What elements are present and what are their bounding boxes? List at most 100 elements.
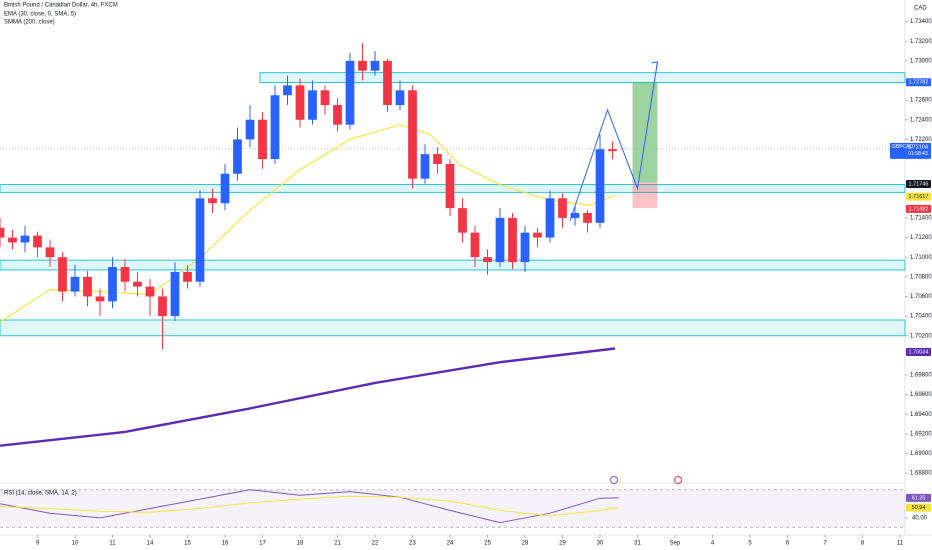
candle-body <box>0 227 5 238</box>
x-tick-label: 28 <box>522 541 529 547</box>
projection-arrow <box>651 61 659 68</box>
x-tick-label: 4 <box>711 541 715 547</box>
y-tick-label: 1.69000 <box>910 451 932 457</box>
indicator-label: SMMA (200, close) <box>4 20 55 26</box>
candle-body <box>595 149 605 223</box>
candle-body <box>345 60 355 125</box>
candle-body <box>258 119 267 160</box>
x-tick-label: 25 <box>484 541 491 547</box>
zone <box>259 72 906 83</box>
candle-body <box>58 257 67 292</box>
y-tick-label: 1.71400 <box>910 216 932 222</box>
x-tick-label: 18 <box>297 541 304 547</box>
x-tick-label: 30 <box>597 541 604 547</box>
candle-body <box>33 235 42 248</box>
y-tick-label: 1.70600 <box>910 294 932 300</box>
event-icon[interactable] <box>610 476 618 484</box>
y-tick-label: 1.69400 <box>910 412 932 418</box>
price-tag-label: 1.70034 <box>909 349 929 355</box>
candle-body <box>308 90 317 120</box>
candle-body <box>395 90 405 106</box>
y-tick-label: 1.69600 <box>910 392 932 398</box>
x-tick-label: 17 <box>259 541 266 547</box>
candle-body <box>408 90 417 179</box>
rsi-tag <box>906 493 931 502</box>
candle-body <box>170 271 180 317</box>
indicator-label: EMA (30, close, 0, SMA, 5) <box>4 12 76 18</box>
y-tick-label: 1.71200 <box>910 235 932 241</box>
candle-body <box>270 95 280 160</box>
x-tick-label: 7 <box>823 541 827 547</box>
x-tick-label: 21 <box>334 541 341 547</box>
candle-body <box>283 85 292 96</box>
x-tick-label: 8 <box>861 541 865 547</box>
x-tick-label: 24 <box>447 541 454 547</box>
countdown-label: 01:58:43 <box>908 151 928 157</box>
rsi-tag-label: 61.25 <box>912 495 926 501</box>
candle-body <box>495 217 505 263</box>
candle-body <box>245 119 255 140</box>
candle-body <box>470 232 480 258</box>
price-tag <box>906 78 931 87</box>
candle-body <box>158 296 167 317</box>
candle-body <box>8 237 17 243</box>
rsi-band <box>0 489 905 528</box>
candle-body <box>508 217 517 263</box>
candle-body <box>120 267 130 282</box>
x-tick-label: 10 <box>72 541 79 547</box>
candle-body <box>220 173 230 204</box>
price-tag <box>906 348 931 357</box>
price-tag-label: 1.71492 <box>909 206 929 212</box>
current-price-tag <box>890 142 931 159</box>
x-tick-label: 15 <box>184 541 191 547</box>
candle-body <box>70 276 80 292</box>
x-tick-label: 11 <box>109 541 116 547</box>
y-tick-label: 1.72200 <box>910 137 932 143</box>
x-tick-label: 5 <box>748 541 752 547</box>
y-tick-label: 1.70400 <box>910 314 932 320</box>
candle-body <box>295 85 305 120</box>
rsi-tag <box>906 503 931 512</box>
price-tag-label: 1.71617 <box>909 194 929 200</box>
candle-body <box>608 149 617 152</box>
projection-path <box>569 61 658 222</box>
rsi-tick-label: 40.00 <box>912 515 928 521</box>
x-tick-label: 6 <box>786 541 790 547</box>
y-tick-label: 1.73000 <box>910 58 932 64</box>
zone <box>0 259 906 271</box>
x-tick-label: 11 <box>897 541 904 547</box>
candle-body <box>195 198 205 282</box>
candle-body <box>83 276 92 297</box>
x-tick-label: 23 <box>409 541 416 547</box>
current-price-label: 1.72104 <box>908 144 928 150</box>
profit-zone <box>632 82 658 183</box>
y-tick-label: 1.73200 <box>910 39 932 45</box>
indicator-line <box>0 347 616 447</box>
price-tag <box>906 192 931 201</box>
candle-body <box>483 257 492 263</box>
price-tag <box>906 179 931 188</box>
candle-body <box>458 208 467 233</box>
price-tag <box>906 204 931 213</box>
x-tick-label: 31 <box>634 541 641 547</box>
zone <box>0 319 906 337</box>
candle-body <box>320 90 330 106</box>
label-layer: 1.73400 1.73200 1.73000 1.72600 1.72400 1.722… <box>36 19 932 546</box>
candle-body <box>108 267 117 302</box>
candle-body <box>433 154 442 164</box>
rsi-tag-label: 50.94 <box>912 505 926 511</box>
candle-body <box>420 154 430 179</box>
candle-body <box>333 105 342 125</box>
y-tick-label: 1.69800 <box>910 373 932 379</box>
x-tick-label: 22 <box>372 541 379 547</box>
event-icon[interactable] <box>674 476 682 484</box>
currency-label: CAD <box>914 6 927 12</box>
candle-body <box>533 232 542 238</box>
x-tick-label: 16 <box>222 541 229 547</box>
y-tick-label: 1.72400 <box>910 117 932 123</box>
candle-body <box>133 281 142 287</box>
y-tick-label: 1.71000 <box>910 255 932 261</box>
y-tick-label: 1.70200 <box>910 333 932 339</box>
